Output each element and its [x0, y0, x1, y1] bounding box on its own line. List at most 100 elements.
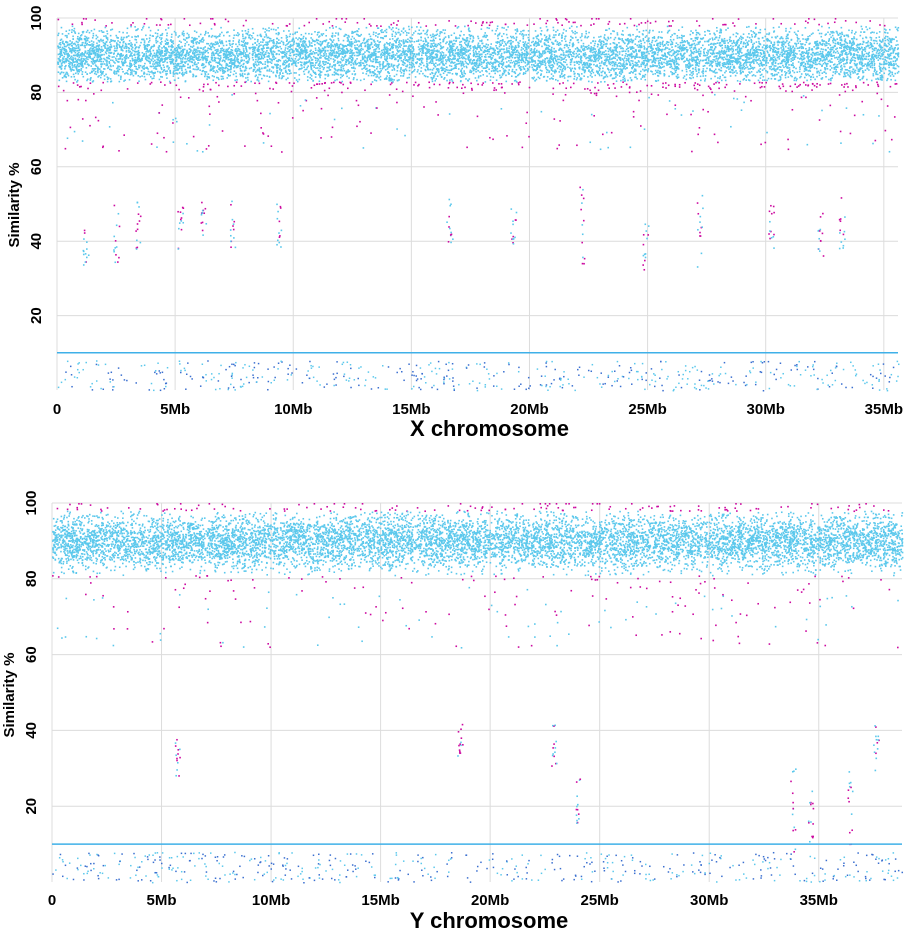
- data-point: [594, 43, 596, 45]
- data-point: [267, 41, 269, 43]
- data-point: [681, 70, 683, 72]
- data-point: [718, 88, 720, 90]
- data-point: [549, 78, 551, 80]
- data-point: [233, 67, 235, 69]
- data-point: [638, 100, 640, 102]
- data-point: [696, 32, 698, 34]
- data-point: [745, 46, 747, 48]
- data-point: [351, 67, 353, 69]
- data-point: [524, 55, 526, 57]
- data-point: [126, 37, 128, 39]
- data-point: [391, 79, 393, 81]
- data-point: [59, 59, 61, 61]
- data-point: [681, 35, 683, 37]
- data-point: [594, 87, 596, 89]
- data-point: [599, 56, 601, 58]
- data-point: [809, 47, 811, 49]
- data-point: [814, 19, 816, 21]
- data-point: [495, 69, 497, 71]
- data-point: [408, 26, 410, 28]
- data-point: [708, 60, 710, 62]
- data-point: [279, 65, 281, 67]
- data-point: [584, 52, 586, 54]
- data-point: [319, 83, 321, 85]
- data-point: [818, 63, 820, 65]
- data-point: [419, 73, 421, 75]
- data-point: [799, 41, 801, 43]
- data-point: [263, 55, 265, 57]
- data-point: [784, 71, 786, 73]
- data-point: [580, 25, 582, 27]
- data-point: [834, 21, 836, 23]
- data-point: [701, 47, 703, 49]
- data-point: [851, 71, 853, 73]
- data-point: [354, 61, 356, 63]
- data-point: [704, 31, 706, 33]
- data-point: [249, 53, 251, 55]
- data-point: [545, 48, 547, 50]
- data-point: [876, 32, 878, 34]
- data-point: [616, 68, 618, 70]
- data-point: [747, 49, 749, 51]
- data-point: [799, 67, 801, 69]
- data-point: [699, 84, 701, 86]
- data-point: [692, 57, 694, 59]
- data-point: [417, 33, 419, 35]
- data-point: [181, 68, 183, 70]
- data-point: [836, 71, 838, 73]
- data-point: [814, 85, 816, 87]
- data-point: [534, 80, 536, 82]
- data-point: [862, 70, 864, 72]
- data-point: [145, 55, 147, 57]
- data-point: [455, 67, 457, 69]
- data-point: [886, 60, 888, 62]
- data-point: [287, 48, 289, 50]
- data-point: [396, 53, 398, 55]
- data-point: [215, 82, 217, 84]
- data-point: [882, 40, 884, 42]
- data-point: [311, 45, 313, 47]
- data-point: [106, 62, 108, 64]
- data-point: [805, 20, 807, 22]
- data-point: [678, 37, 680, 39]
- data-point: [167, 44, 169, 46]
- data-point: [685, 41, 687, 43]
- data-point: [843, 86, 845, 88]
- data-point: [554, 56, 556, 58]
- data-point: [473, 55, 475, 57]
- data-point: [832, 35, 834, 37]
- data-point: [460, 80, 462, 82]
- data-point: [380, 37, 382, 39]
- data-point: [559, 83, 561, 85]
- data-point: [490, 76, 492, 78]
- data-point: [378, 48, 380, 50]
- data-point: [143, 26, 145, 28]
- data-point: [119, 81, 121, 83]
- data-point: [848, 53, 850, 55]
- data-point: [197, 62, 199, 64]
- data-point: [407, 51, 409, 53]
- data-point: [633, 47, 635, 49]
- data-point: [255, 93, 257, 95]
- data-point: [98, 60, 100, 62]
- data-point: [535, 70, 537, 72]
- data-point: [159, 53, 161, 55]
- data-point: [530, 45, 532, 47]
- data-point: [344, 21, 346, 23]
- data-point: [173, 68, 175, 70]
- data-point: [799, 84, 801, 86]
- data-point: [659, 59, 661, 61]
- data-point: [254, 38, 256, 40]
- data-point: [403, 75, 405, 77]
- data-point: [95, 71, 97, 73]
- data-point: [120, 76, 122, 78]
- data-point: [828, 79, 830, 81]
- data-point: [737, 52, 739, 54]
- data-point: [722, 74, 724, 76]
- data-point: [804, 44, 806, 46]
- data-point: [375, 35, 377, 37]
- data-point: [460, 31, 462, 33]
- data-point: [840, 42, 842, 44]
- data-point: [584, 88, 586, 90]
- data-point: [583, 43, 585, 45]
